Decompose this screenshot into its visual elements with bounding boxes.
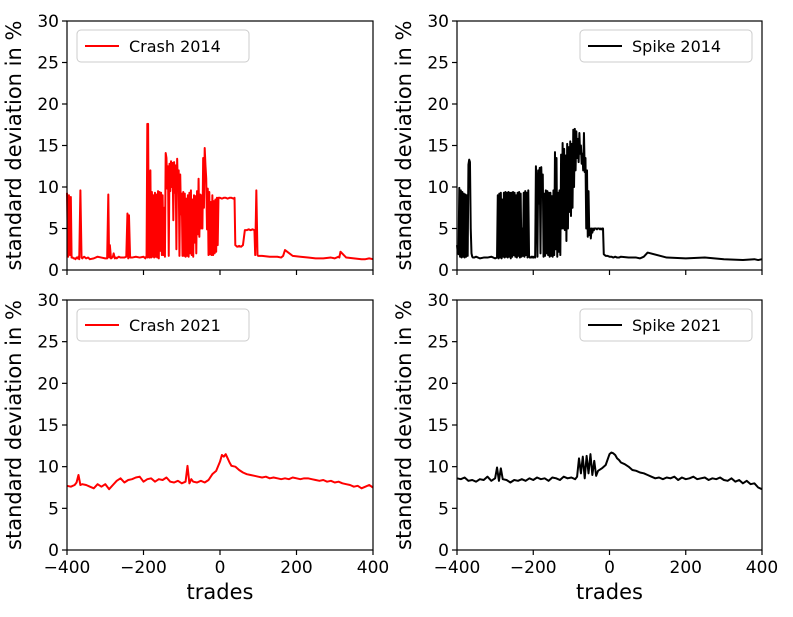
y-tick-label: 0 [48, 541, 59, 561]
y-axis-label: standard deviation in % [2, 300, 26, 550]
x-tick-label: −400 [434, 558, 481, 578]
y-tick-label: 10 [427, 178, 449, 198]
series-line [66, 453, 374, 491]
y-tick-label: 20 [37, 374, 59, 394]
legend-box [579, 308, 753, 342]
x-axis-label: trades [576, 580, 643, 604]
y-tick-label: 20 [37, 95, 59, 115]
y-tick-label: 10 [37, 458, 59, 478]
y-tick-label: 0 [438, 541, 449, 561]
panel-bottom-right: 0 5 10 15 20 25 30 −400 −200 0 200 400 standard devi… [392, 291, 778, 604]
y-axis-label: standard deviation in % [2, 21, 26, 271]
y-tick-label: 5 [48, 499, 59, 519]
y-tick-label: 10 [427, 458, 449, 478]
legend: Spike 2021 [579, 308, 753, 342]
y-tick-label: 15 [37, 137, 59, 157]
y-tick-label: 15 [37, 416, 59, 436]
legend-label: Spike 2014 [632, 37, 721, 56]
legend-label: Crash 2021 [129, 316, 221, 335]
series-line [456, 451, 763, 491]
x-axis-label: trades [187, 580, 254, 604]
series-line [66, 122, 374, 261]
y-tick-label: 15 [427, 416, 449, 436]
y-tick-label: 0 [48, 261, 59, 281]
x-tick-label: −200 [510, 558, 557, 578]
legend-box [579, 29, 753, 63]
x-tick-label: 200 [670, 558, 702, 578]
legend: Crash 2014 [76, 29, 250, 63]
y-tick-label: 0 [438, 261, 449, 281]
y-tick-label: 20 [427, 374, 449, 394]
y-tick-label: 5 [48, 220, 59, 240]
x-tick-label: 0 [604, 558, 615, 578]
y-tick-label: 30 [37, 291, 59, 311]
x-tick-label: −200 [120, 558, 167, 578]
legend-label: Crash 2014 [129, 37, 221, 56]
y-tick-label: 15 [427, 137, 449, 157]
y-tick-label: 30 [37, 12, 59, 32]
y-tick-label: 25 [427, 54, 449, 74]
legend-label: Spike 2021 [632, 316, 721, 335]
y-tick-label: 30 [427, 291, 449, 311]
y-tick-label: 5 [438, 499, 449, 519]
y-axis-label: standard deviation in % [392, 300, 416, 550]
x-tick-label: −400 [44, 558, 91, 578]
legend: Crash 2021 [76, 308, 250, 342]
panel-top-right: 0 5 10 15 20 25 30 standard deviation in % Spike… [392, 12, 763, 281]
y-tick-label: 25 [37, 333, 59, 353]
x-tick-label: 200 [280, 558, 312, 578]
legend-box [76, 29, 250, 63]
y-tick-label: 25 [427, 333, 449, 353]
legend: Spike 2014 [579, 29, 753, 63]
y-axis-label: standard deviation in % [392, 21, 416, 271]
x-tick-label: 0 [215, 558, 226, 578]
y-tick-label: 30 [427, 12, 449, 32]
x-tick-label: 400 [746, 558, 778, 578]
series-line [456, 127, 763, 262]
x-tick-label: 400 [357, 558, 389, 578]
legend-box [76, 308, 250, 342]
panel-bottom-left: 0 5 10 15 20 25 30 −400 −200 0 200 400 standard devi… [2, 291, 389, 604]
panel-top-left: 0 5 10 15 20 25 30 standard deviation in % Crash… [2, 12, 374, 281]
y-tick-label: 20 [427, 95, 449, 115]
y-tick-label: 5 [438, 220, 449, 240]
y-tick-label: 10 [37, 178, 59, 198]
y-tick-label: 25 [37, 54, 59, 74]
